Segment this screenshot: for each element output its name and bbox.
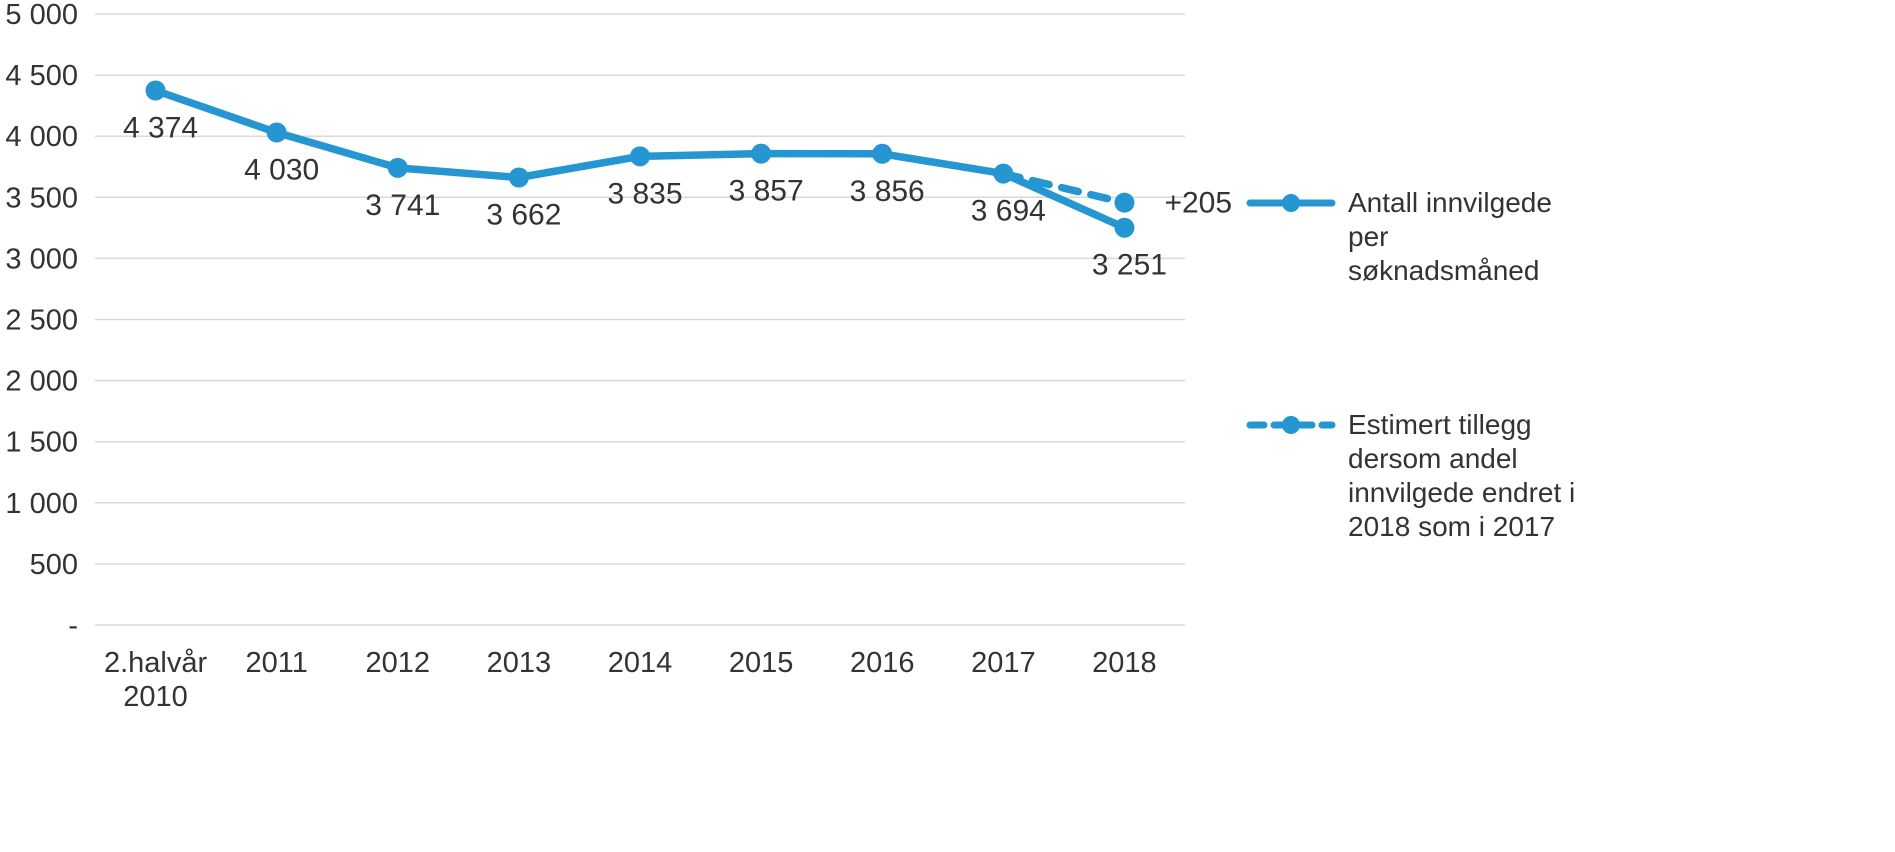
y-axis-tick-label: 4 000 — [5, 121, 78, 153]
data-label: 4 030 — [244, 154, 319, 187]
y-axis-tick-label: 1 500 — [5, 427, 78, 459]
data-label: 3 251 — [1092, 249, 1167, 282]
data-label: 3 662 — [486, 199, 561, 232]
data-label: 4 374 — [123, 111, 198, 144]
data-point — [630, 146, 650, 167]
data-label: 3 741 — [365, 189, 440, 222]
y-axis-tick-label: 1 000 — [5, 488, 78, 520]
legend-solid-line-icon — [1246, 194, 1336, 212]
y-axis-tick-label: 4 500 — [5, 60, 78, 92]
x-axis-tick-label: 2011 — [245, 647, 307, 679]
data-point — [266, 122, 287, 143]
y-axis-tick-label: 2 500 — [5, 305, 78, 337]
data-label: 3 694 — [971, 195, 1046, 228]
estimate-point — [1114, 192, 1135, 213]
x-axis-tick-label: 2015 — [729, 647, 794, 679]
data-label: 3 856 — [850, 175, 925, 208]
y-axis-tick-label: 5 000 — [5, 0, 78, 31]
data-point — [751, 143, 772, 164]
chart-legend: Antall innvilgede per søknadsmåned Estim… — [1246, 186, 1591, 544]
x-axis-tick-label: 2.halvår 2010 — [104, 647, 208, 713]
legend-item-estimate: Estimert tillegg dersom andel innvilgede… — [1246, 408, 1591, 544]
x-axis-tick-label: 2018 — [1092, 647, 1157, 679]
x-axis-tick-label: 2017 — [971, 647, 1036, 679]
data-label: 3 835 — [607, 177, 682, 210]
y-axis-tick-label: 2 000 — [5, 366, 78, 398]
data-point — [508, 167, 529, 188]
y-axis-tick-label: 3 000 — [5, 243, 78, 275]
legend-item-granted: Antall innvilgede per søknadsmåned — [1246, 186, 1591, 288]
x-axis-tick-label: 2012 — [366, 647, 431, 679]
data-point — [1114, 217, 1135, 238]
data-point — [872, 143, 893, 164]
data-label: 3 857 — [729, 175, 804, 208]
x-axis-tick-label: 2014 — [608, 647, 673, 679]
data-point — [387, 157, 408, 178]
estimate-annotation: +205 — [1164, 187, 1232, 220]
x-axis-tick-label: 2013 — [487, 647, 552, 679]
x-axis-tick-label: 2016 — [850, 647, 915, 679]
y-axis-tick-label: - — [68, 610, 78, 642]
y-axis-tick-label: 500 — [30, 549, 78, 581]
legend-label-granted: Antall innvilgede per søknadsmåned — [1348, 187, 1552, 286]
legend-label-estimate: Estimert tillegg dersom andel innvilgede… — [1348, 409, 1576, 542]
estimate-line — [999, 169, 1129, 207]
data-point — [145, 80, 166, 101]
y-axis-tick-label: 3 500 — [5, 182, 78, 214]
legend-dashed-line-icon — [1246, 416, 1336, 434]
data-point — [993, 163, 1014, 184]
